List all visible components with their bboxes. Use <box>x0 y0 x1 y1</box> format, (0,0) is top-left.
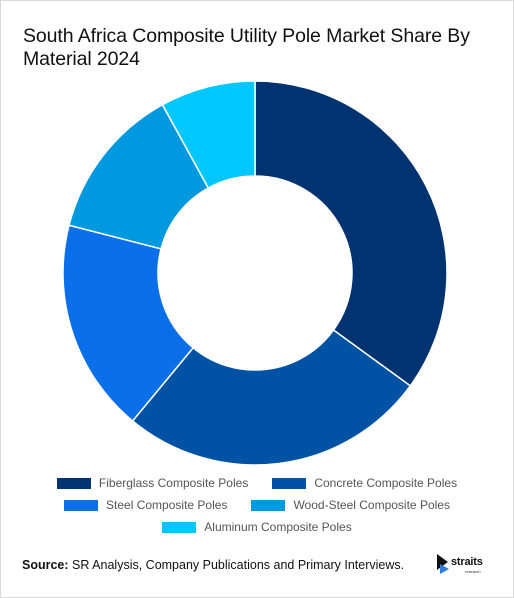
legend-item-aluminum[interactable]: Aluminum Composite Poles <box>162 520 352 534</box>
donut-slice-steel-composite-poles[interactable] <box>62 224 195 422</box>
legend-label: Wood-Steel Composite Poles <box>293 498 450 512</box>
legend-swatch <box>162 521 197 533</box>
legend-item-wood-steel[interactable]: Wood-Steel Composite Poles <box>251 498 450 512</box>
chart-title: South Africa Composite Utility Pole Mark… <box>23 25 470 70</box>
legend-swatch <box>64 499 99 511</box>
legend-label: Concrete Composite Poles <box>314 476 458 490</box>
legend-row-1: Fiberglass Composite Poles Concrete Comp… <box>0 472 514 494</box>
legend-label: Fiberglass Composite Poles <box>98 476 249 490</box>
legend-swatch <box>272 477 307 489</box>
donut-slice-fiberglass-composite-poles[interactable] <box>254 80 448 387</box>
logo-word: straits <box>451 556 483 568</box>
source-label: Source: <box>22 558 69 572</box>
donut-slice-concrete-composite-poles[interactable] <box>131 328 412 466</box>
legend-swatch <box>56 477 91 489</box>
donut-chart <box>62 80 448 466</box>
source-text: SR Analysis, Company Publications and Pr… <box>72 558 405 572</box>
legend: Fiberglass Composite Poles Concrete Comp… <box>0 472 514 538</box>
legend-item-fiberglass[interactable]: Fiberglass Composite Poles <box>56 476 249 490</box>
legend-item-concrete[interactable]: Concrete Composite Poles <box>272 476 457 490</box>
legend-label: Steel Composite Poles <box>106 498 228 512</box>
legend-row-2: Steel Composite Poles Wood-Steel Composi… <box>0 494 514 516</box>
legend-row-3: Aluminum Composite Poles <box>0 516 514 538</box>
logo-arrow-accent-icon <box>440 564 449 574</box>
donut-slice-aluminum-composite-poles[interactable] <box>161 80 256 190</box>
source-note: Source: SR Analysis, Company Publication… <box>22 558 404 572</box>
logo-sub: research <box>465 569 481 574</box>
legend-swatch <box>251 499 286 511</box>
legend-item-steel[interactable]: Steel Composite Poles <box>64 498 227 512</box>
straits-logo: straits research <box>437 552 493 576</box>
logo-arrow-icon <box>437 554 448 570</box>
legend-label: Aluminum Composite Poles <box>204 520 352 534</box>
